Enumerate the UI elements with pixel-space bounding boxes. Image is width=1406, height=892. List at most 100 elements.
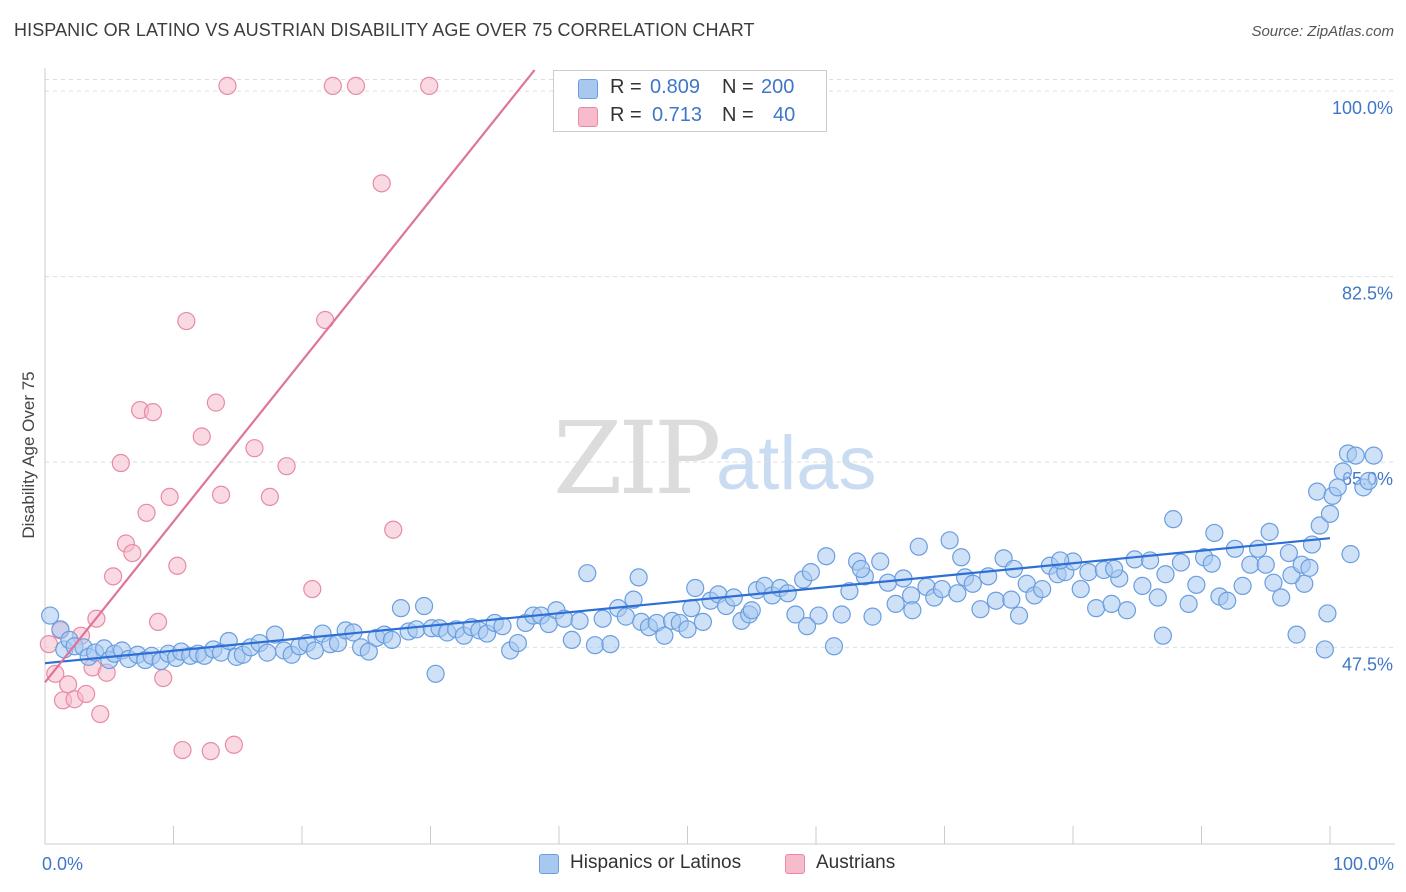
data-point [1241,555,1260,574]
data-point [111,453,130,473]
data-point [809,606,828,625]
legend-r-value-hispanic: 0.809 [650,76,701,98]
data-point [1279,543,1298,563]
data-point [1233,576,1252,595]
data-point [1346,446,1365,465]
data-point [570,611,589,630]
legend-swatch-hispanic [578,79,598,99]
ticks: 0.0%100.0%47.5%65.0%82.5%100.0% [42,98,1394,874]
y-tick-label: 47.5% [1342,654,1393,674]
y-axis-label: Disability Age Over 75 [19,371,38,538]
data-point [1218,591,1237,610]
data-point [258,643,277,662]
data-point [359,642,378,661]
data-point [1264,573,1283,592]
data-point [940,531,959,550]
data-point [593,609,612,628]
data-point [1164,510,1183,529]
data-point [148,612,168,632]
data-point [1009,606,1029,625]
data-point [1079,563,1098,582]
data-point [1002,590,1021,609]
data-point [903,601,922,620]
legend-r-label: R = [610,104,642,126]
legend-r-label: R = [610,76,642,98]
data-point [1300,558,1319,577]
bottom-legend-label-hispanic: Hispanics or Latinos [570,852,742,873]
legend-n-value-austrian: 40 [773,104,796,126]
data-point [168,556,187,575]
data-point [211,485,231,504]
bottom-legend-swatch-hispanic [539,854,559,874]
axes [44,68,1395,845]
bottom-legend-swatch-austrian [785,854,805,874]
data-points [39,76,1383,761]
data-point [77,684,96,704]
data-point [686,578,705,598]
data-point [303,579,322,599]
data-point [382,630,402,650]
data-point [1051,551,1070,570]
data-point [986,591,1006,610]
x-tick-label: 0.0% [42,854,83,874]
data-point [1328,478,1347,497]
data-point [1087,599,1106,618]
data-point [1105,559,1124,579]
data-point [832,605,851,624]
data-point [1148,588,1167,607]
data-point [801,563,820,582]
data-point [1187,575,1206,594]
data-point [1248,539,1268,558]
data-point [1260,522,1279,541]
data-point [218,76,237,95]
data-point [177,311,196,331]
data-point [245,439,264,458]
data-point [1256,555,1275,574]
data-point [407,620,426,639]
data-point [1320,504,1340,523]
data-point [971,600,990,619]
data-point [678,620,697,639]
data-point [1308,482,1327,501]
data-point [41,606,60,625]
data-point [39,635,58,654]
data-point [1272,588,1291,607]
data-point [886,594,905,613]
data-point [426,664,445,683]
data-point [624,590,643,609]
legend-n-value-hispanic: 200 [761,76,795,98]
data-point [91,704,110,724]
data-point [1179,594,1198,613]
data-point [1102,594,1121,613]
y-tick-label: 100.0% [1332,98,1393,118]
data-point [655,626,674,645]
data-point [952,548,971,567]
data-point [206,393,226,412]
data-point [372,174,391,193]
data-point [192,427,211,446]
data-point [346,76,366,95]
data-point [305,641,324,660]
data-point [1364,446,1383,465]
grid-lines [45,79,1395,648]
data-point [817,547,836,566]
legend-swatch-austrian [578,107,598,127]
data-point [578,564,597,583]
data-point [1310,516,1329,535]
data-point [1205,523,1224,543]
data-point [137,503,156,522]
data-point [797,617,817,636]
data-point [1033,579,1052,599]
data-point [260,487,279,507]
data-point [414,596,434,616]
data-point [1171,553,1191,572]
legend-row-austrian: R = 0.713 N = 40 [554,102,826,130]
data-point [1071,579,1090,599]
data-point [948,584,967,603]
data-point [863,607,882,626]
data-point [585,636,605,655]
data-point [932,579,952,599]
data-point [46,664,65,683]
data-point [391,599,411,618]
data-point [851,559,871,579]
